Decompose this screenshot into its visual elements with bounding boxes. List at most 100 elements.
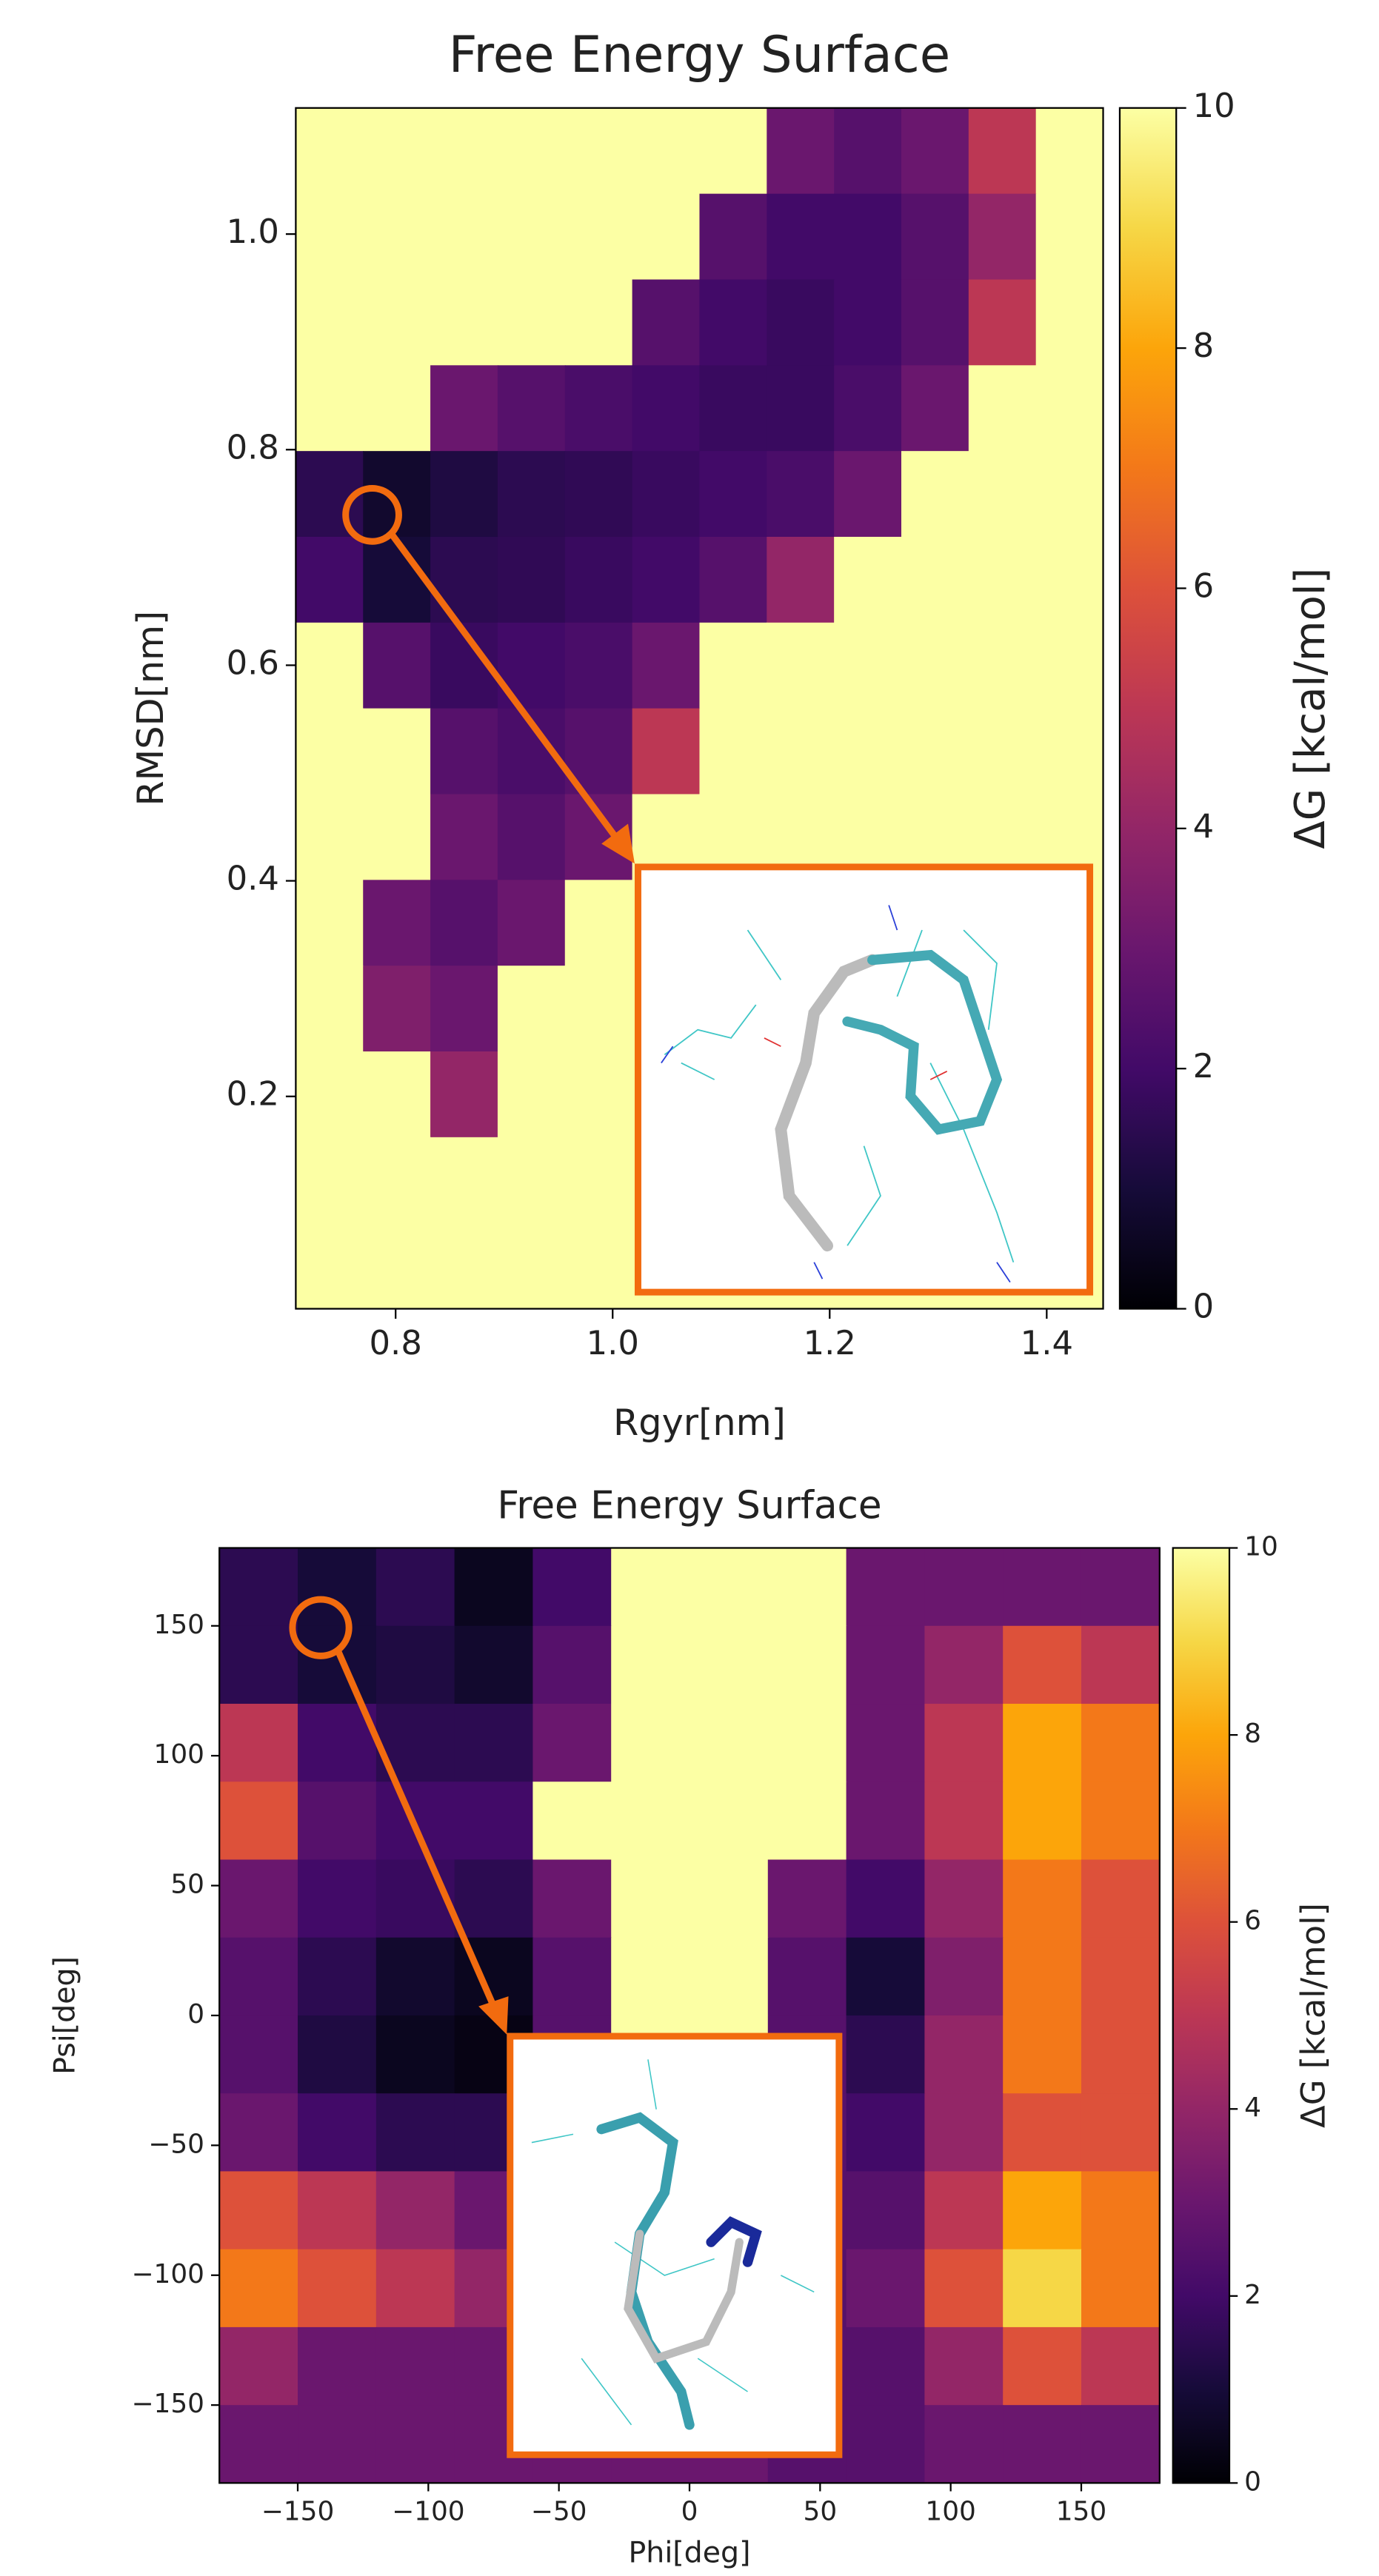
colorbar-tick-label: 10 bbox=[1193, 86, 1235, 125]
heat-cell bbox=[1003, 2093, 1082, 2172]
y-tick-label: 0.4 bbox=[227, 859, 279, 898]
heat-cell bbox=[532, 1548, 612, 1627]
heat-cell bbox=[611, 1548, 690, 1627]
x-tick-label: 1.4 bbox=[1021, 1323, 1073, 1362]
heat-cell bbox=[497, 365, 566, 452]
heat-cell bbox=[497, 279, 566, 367]
y-tick-label: 0.8 bbox=[227, 427, 279, 466]
heat-cell bbox=[219, 1859, 298, 1938]
y-tick-label: 100 bbox=[154, 1739, 204, 1770]
heat-cell bbox=[1035, 451, 1104, 538]
heat-cell bbox=[430, 1222, 498, 1310]
heat-cell bbox=[363, 708, 431, 795]
arrow bbox=[334, 1647, 498, 2011]
y-tick-label: 0 bbox=[187, 1999, 204, 2030]
x-tick-label: 0.8 bbox=[370, 1323, 422, 1362]
heat-cell bbox=[690, 1704, 769, 1783]
heat-cell bbox=[767, 1548, 847, 1627]
inset-bottom bbox=[289, 1596, 843, 2458]
colorbar-label: ΔG [kcal/mol] bbox=[1294, 1903, 1333, 2128]
heat-cell bbox=[430, 880, 498, 967]
heat-cell bbox=[564, 279, 633, 367]
heat-cell bbox=[532, 1782, 612, 1861]
heat-cell bbox=[1035, 193, 1104, 281]
inset-frame bbox=[507, 2033, 843, 2458]
x-tick-label: 50 bbox=[804, 2496, 838, 2526]
heat-cell bbox=[497, 107, 566, 195]
heat-cell bbox=[968, 536, 1037, 623]
heat-cell bbox=[767, 1625, 847, 1704]
heat-cell bbox=[632, 279, 701, 367]
side-chains bbox=[664, 929, 1015, 1263]
colorbar-tick-label: 6 bbox=[1193, 566, 1215, 605]
heat-cell bbox=[497, 880, 566, 967]
heat-cell bbox=[1003, 1782, 1082, 1861]
heat-cell bbox=[219, 2015, 298, 2095]
heat-cell bbox=[834, 451, 902, 538]
heat-cell bbox=[375, 2093, 455, 2172]
heat-cell bbox=[532, 1859, 612, 1938]
heat-cell bbox=[611, 1937, 690, 2016]
heat-cell bbox=[298, 1548, 377, 1627]
colorbar-tick-label: 10 bbox=[1244, 1532, 1278, 1562]
heat-cell bbox=[564, 880, 633, 967]
heat-cell bbox=[846, 2171, 926, 2250]
heat-cell bbox=[690, 1937, 769, 2016]
heat-cell bbox=[901, 107, 969, 195]
inset-frame bbox=[634, 863, 1094, 1296]
heat-cell bbox=[699, 279, 768, 367]
heat-cell bbox=[298, 2093, 377, 2172]
heat-cell bbox=[1035, 622, 1104, 709]
heat-cell bbox=[846, 2015, 926, 2095]
colorbar-tick-label: 4 bbox=[1193, 806, 1215, 846]
x-tick-label: 150 bbox=[1056, 2496, 1106, 2526]
heat-cell bbox=[1081, 1625, 1161, 1704]
heat-cell bbox=[532, 1625, 612, 1704]
heat-cell bbox=[298, 2015, 377, 2095]
heat-cell bbox=[901, 708, 969, 795]
heat-cell bbox=[767, 1859, 847, 1938]
heat-cell bbox=[632, 451, 701, 538]
heat-cell bbox=[632, 365, 701, 452]
heat-cell bbox=[430, 107, 498, 195]
heat-cell bbox=[901, 365, 969, 452]
heat-cell bbox=[430, 794, 498, 881]
heat-cell bbox=[497, 794, 566, 881]
heat-cell bbox=[1035, 365, 1104, 452]
circle-marker bbox=[342, 484, 402, 545]
heat-cell bbox=[375, 1625, 455, 1704]
heat-cell bbox=[834, 193, 902, 281]
x-tick-label: −50 bbox=[531, 2496, 587, 2526]
heat-cell bbox=[298, 1937, 377, 2016]
colorbar-tick-label: 4 bbox=[1244, 2092, 1261, 2123]
heat-cell bbox=[296, 794, 364, 881]
heat-cell bbox=[901, 451, 969, 538]
heat-cell bbox=[846, 2326, 926, 2406]
heat-cell bbox=[296, 1222, 364, 1310]
heat-cell bbox=[430, 451, 498, 538]
heat-cell bbox=[690, 1859, 769, 1938]
heat-cell bbox=[968, 193, 1037, 281]
heat-cell bbox=[767, 451, 835, 538]
x-axis-label: Phi[deg] bbox=[629, 2535, 751, 2569]
heat-cell bbox=[219, 2171, 298, 2250]
heat-cell bbox=[901, 279, 969, 367]
heat-cell bbox=[375, 2171, 455, 2250]
x-axis-label: Rgyr[nm] bbox=[613, 1401, 786, 1444]
heat-cell bbox=[564, 536, 633, 623]
atoms bbox=[661, 905, 1011, 1283]
heat-cell bbox=[1081, 1782, 1161, 1861]
heat-cell bbox=[219, 1625, 298, 1704]
heat-cell bbox=[1003, 1937, 1082, 2016]
heat-cell bbox=[611, 1782, 690, 1861]
heat-cell bbox=[219, 1782, 298, 1861]
heat-cell bbox=[690, 1782, 769, 1861]
heat-cell bbox=[1081, 2326, 1161, 2406]
heat-cell bbox=[611, 1704, 690, 1783]
heat-cell bbox=[699, 107, 768, 195]
colorbar-tick-label: 6 bbox=[1244, 1906, 1261, 1936]
heat-cell bbox=[497, 1222, 566, 1310]
heat-cell bbox=[298, 1625, 377, 1704]
heat-cell bbox=[296, 1051, 364, 1138]
